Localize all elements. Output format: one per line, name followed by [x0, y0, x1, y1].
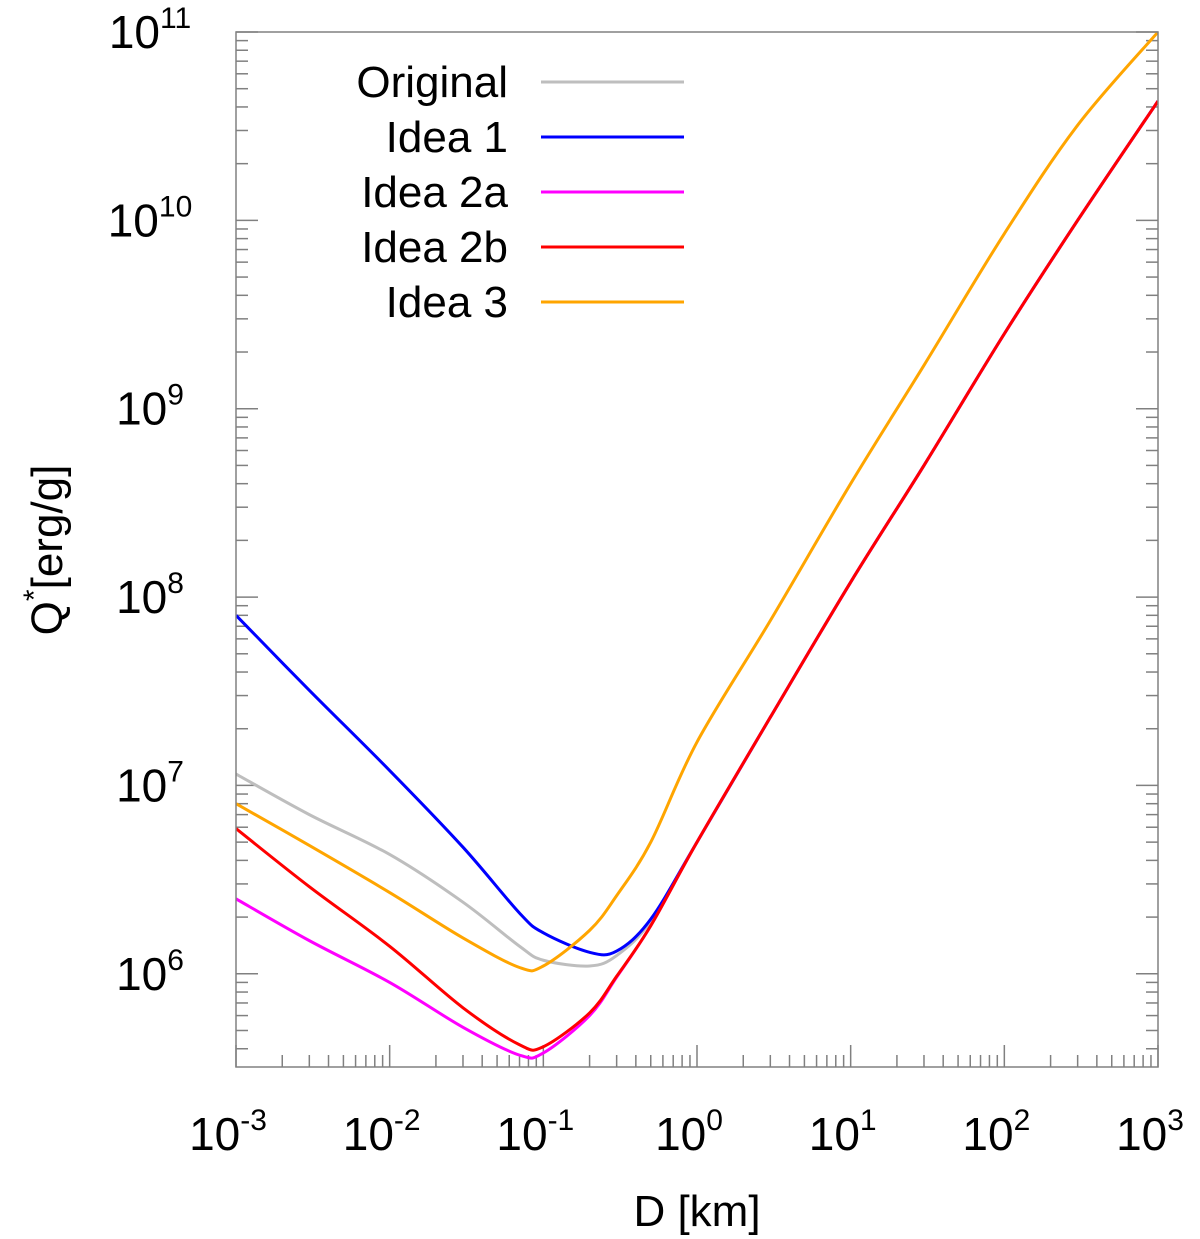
legend-item: Idea 3 — [386, 278, 684, 327]
legend-item: Original — [356, 58, 684, 107]
plot-frame — [235, 31, 1159, 1068]
legend-label: Idea 1 — [386, 113, 508, 162]
y-tick-labels: 106 107 108 109 1010 1011 — [108, 2, 193, 1000]
series-line-idea-2b — [236, 100, 1158, 1052]
legend-label: Original — [356, 58, 508, 107]
x-tick-label: 10-2 — [343, 1104, 421, 1160]
y-axis-title-main: Q — [23, 601, 72, 635]
legend-item: Idea 2a — [361, 168, 684, 217]
axis-ticks — [235, 31, 1159, 1067]
y-axis-title-unit: [erg/g] — [23, 465, 72, 590]
y-tick-label: 108 — [116, 567, 184, 623]
data-series — [236, 32, 1158, 1060]
legend-label: Idea 3 — [386, 278, 508, 327]
y-axis-title-sup: * — [18, 589, 51, 601]
y-tick-label: 107 — [116, 755, 184, 811]
legend-label: Idea 2b — [361, 223, 508, 272]
x-tick-label: 101 — [809, 1104, 877, 1160]
x-tick-label: 100 — [655, 1104, 723, 1160]
x-tick-label: 102 — [962, 1104, 1030, 1160]
x-tick-label: 10-1 — [496, 1104, 574, 1160]
x-tick-label: 10-3 — [189, 1104, 267, 1160]
y-tick-label: 1011 — [109, 2, 191, 58]
y-tick-label: 106 — [116, 944, 184, 1000]
x-tick-labels: 10-3 10-2 10-1 100 101 102 103 — [189, 1104, 1184, 1160]
x-tick-label: 103 — [1116, 1104, 1184, 1160]
svg-text:Q*[erg/g]: Q*[erg/g] — [18, 465, 72, 636]
legend-label: Idea 2a — [361, 168, 508, 217]
y-axis-title: Q*[erg/g] — [18, 465, 72, 636]
x-axis-title: D [km] — [633, 1187, 760, 1236]
legend-item: Idea 2b — [361, 223, 684, 272]
y-tick-label: 109 — [116, 379, 184, 435]
legend-item: Idea 1 — [386, 113, 684, 162]
series-line-idea-3 — [236, 32, 1158, 973]
legend: Original Idea 1 Idea 2a Idea 2b Idea 3 — [356, 58, 684, 327]
y-tick-label: 1010 — [108, 190, 193, 246]
